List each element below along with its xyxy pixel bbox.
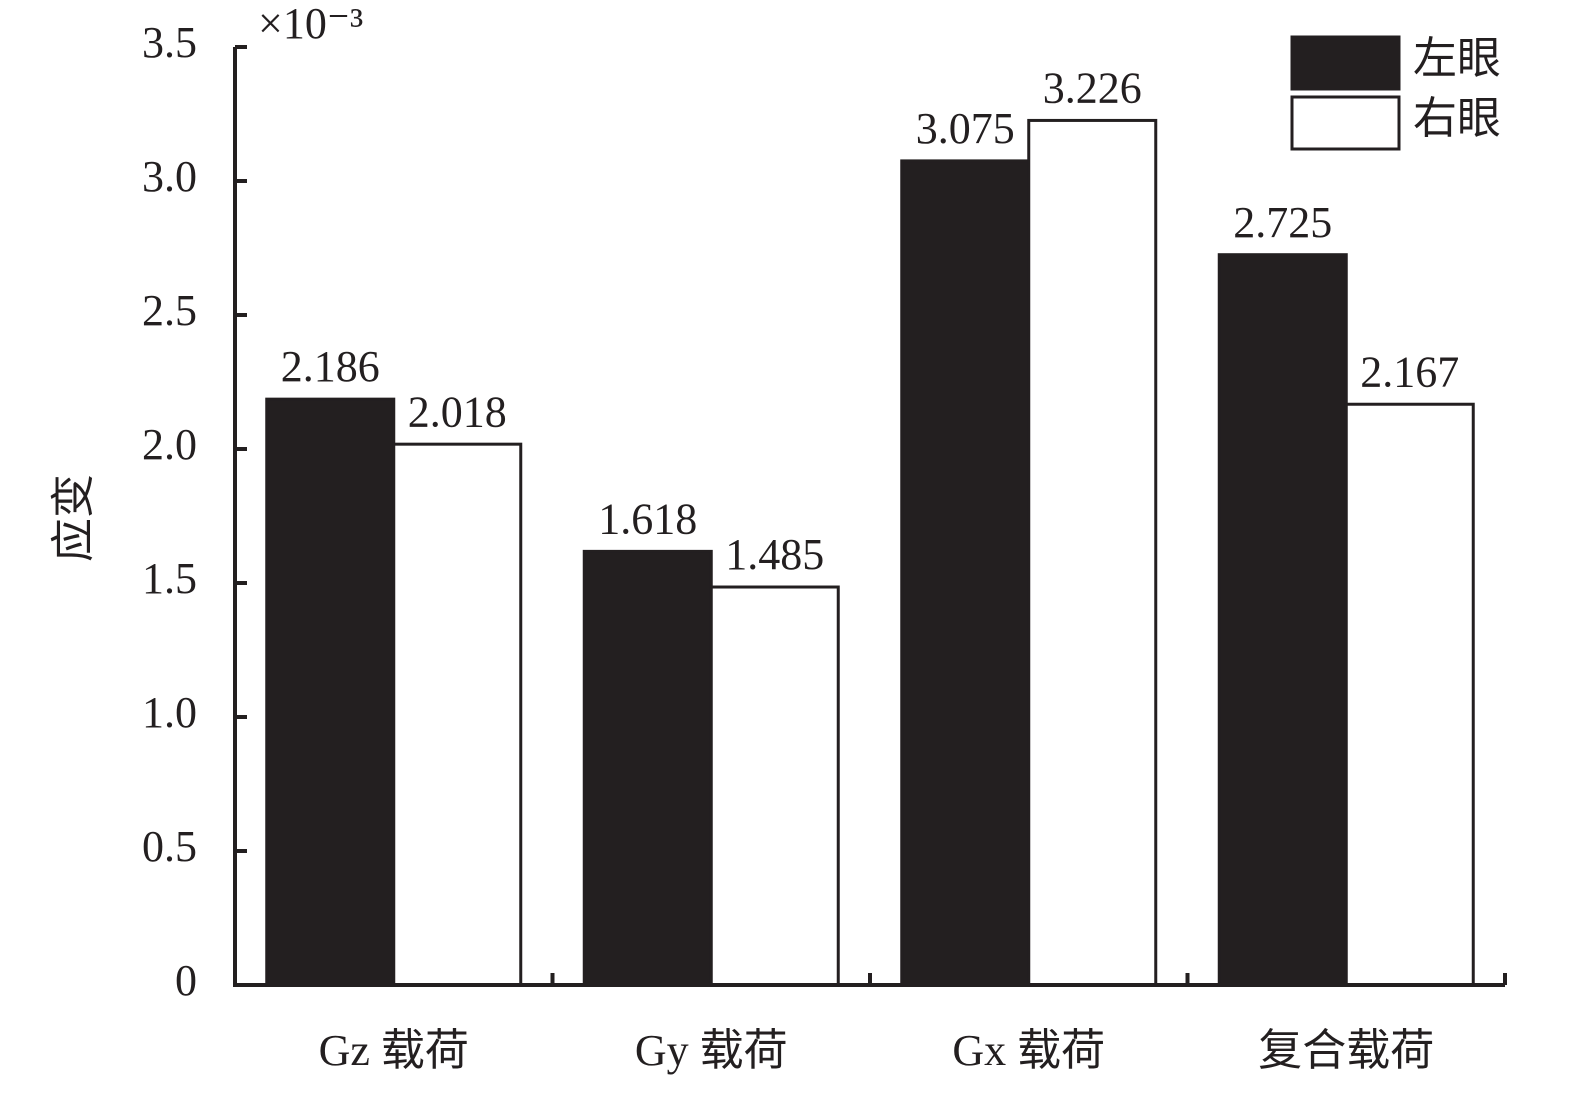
- bar: [1344, 402, 1475, 987]
- value-label: 2.186: [281, 342, 380, 391]
- value-label: 2.725: [1233, 198, 1332, 247]
- bar: [1217, 253, 1348, 987]
- y-tick-label: 1.5: [142, 554, 197, 603]
- bar: [1027, 118, 1158, 987]
- x-tick-label: 复合载荷: [1258, 1026, 1434, 1075]
- bar: [392, 442, 523, 987]
- value-label: 2.018: [408, 387, 507, 436]
- y-tick-label: 2.5: [142, 286, 197, 335]
- bar: [709, 585, 840, 987]
- y-tick-label: 0: [175, 956, 197, 1005]
- bar: [265, 397, 396, 987]
- x-tick-label: Gy 载荷: [635, 1026, 788, 1075]
- value-label: 1.485: [725, 530, 824, 579]
- legend-label: 右眼: [1413, 94, 1501, 143]
- y-tick-label: 2.0: [142, 420, 197, 469]
- x-tick-label: Gz 载荷: [319, 1026, 469, 1075]
- legend-label: 左眼: [1413, 34, 1501, 83]
- y-axis-label: 应变: [49, 474, 98, 562]
- value-label: 1.618: [598, 494, 697, 543]
- y-tick-label: 3.0: [142, 152, 197, 201]
- y-tick-label: 0.5: [142, 822, 197, 871]
- y-tick-label: 3.5: [142, 18, 197, 67]
- y-tick-label: 1.0: [142, 688, 197, 737]
- legend-swatch: [1290, 95, 1401, 151]
- legend-swatch: [1290, 35, 1401, 91]
- bar: [900, 159, 1031, 987]
- x-tick-label: Gx 载荷: [952, 1026, 1105, 1075]
- value-label: 3.226: [1043, 64, 1142, 113]
- bar: [582, 549, 713, 987]
- value-label: 3.075: [916, 104, 1015, 153]
- value-label: 2.167: [1360, 347, 1459, 396]
- y-multiplier: ×10⁻³: [258, 0, 363, 48]
